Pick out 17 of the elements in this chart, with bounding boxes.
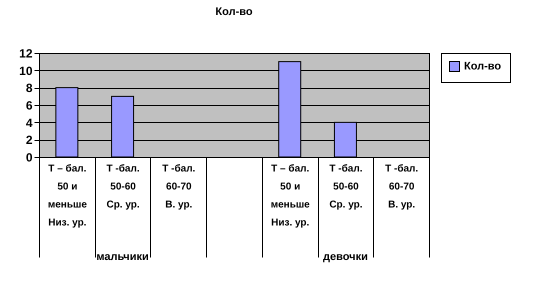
y-tick-label: 8 [26,81,33,96]
x-tick-label: Т – бал. 50 и меньше Низ. ур. [270,164,310,228]
x-tick-label: Т -бал. 60-70 В. ур. [162,164,196,210]
x-tick-label: Т -бал. 60-70 В. ур. [385,164,418,210]
y-tick-label: 10 [19,64,33,78]
y-tick-label: 2 [26,133,33,148]
y-tick-label: 0 [26,150,33,164]
y-tick-label: 4 [26,116,33,130]
x-tick-label: Т -бал. 50-60 Ср. ур. [106,164,140,210]
chart-title: Кол-во [215,6,253,18]
y-tick-label: 6 [26,98,33,112]
y-tick-label: 12 [19,46,33,60]
x-tick-label: Т – бал. 50 и меньше Низ. ур. [48,164,88,228]
legend-label: Кол-во [464,60,502,72]
x-tick-label: Т -бал. 50-60 Ср. ур. [329,164,363,210]
text: мальчики [96,251,149,263]
text: девочки [323,251,368,263]
